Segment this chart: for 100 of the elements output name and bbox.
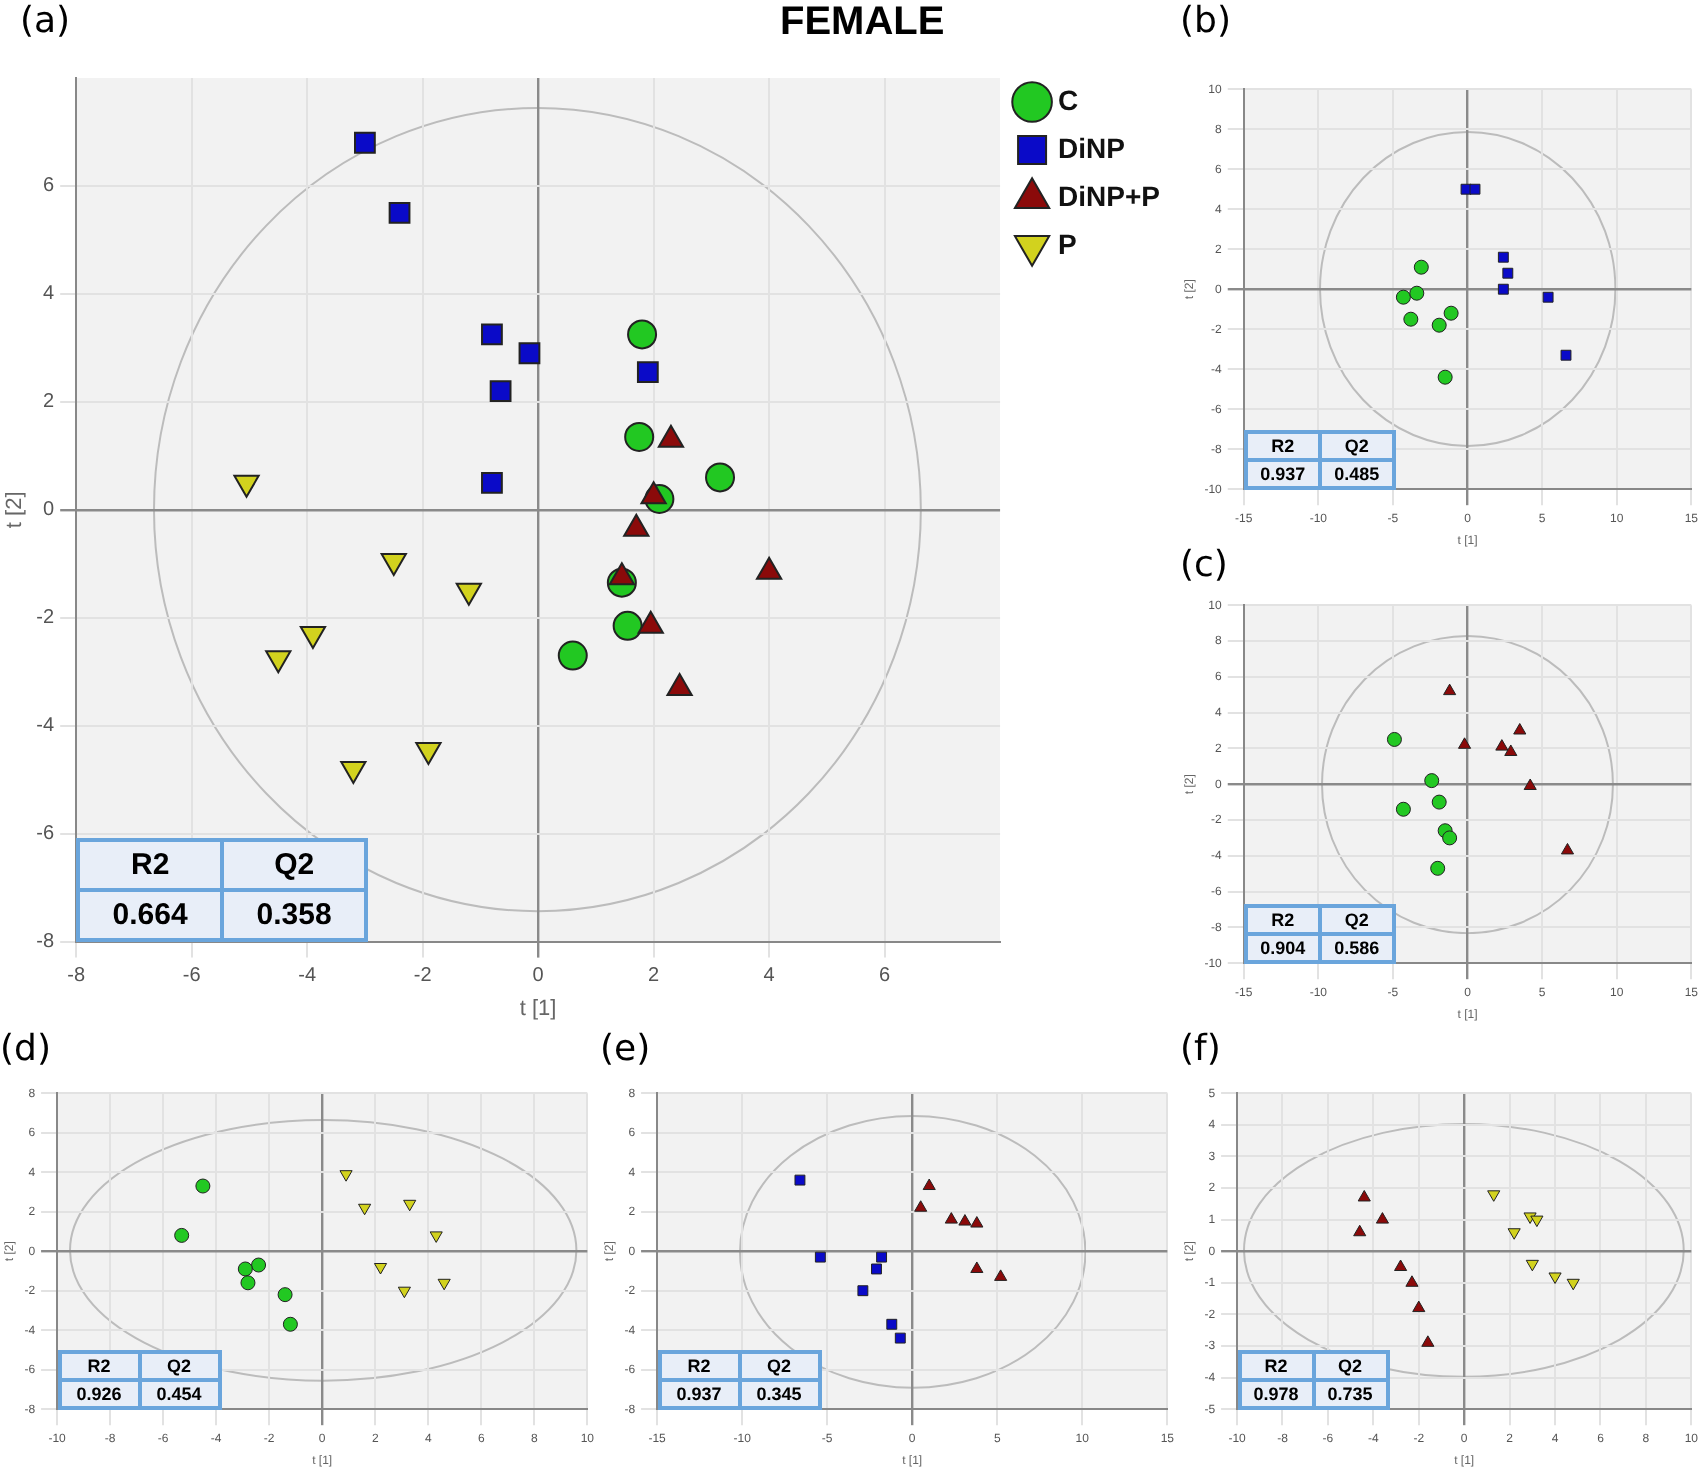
point bbox=[1548, 1272, 1562, 1284]
point bbox=[871, 1263, 882, 1275]
annotation: R2 bbox=[1239, 1351, 1314, 1380]
annotation: 0.358 bbox=[222, 889, 367, 940]
point bbox=[240, 1275, 256, 1291]
annotation: 0.454 bbox=[139, 1379, 220, 1408]
x-tick-label: -6 bbox=[182, 965, 202, 988]
chart-title: (c) bbox=[1180, 544, 1228, 586]
annotation: Q2 bbox=[222, 839, 367, 890]
point bbox=[354, 131, 376, 154]
point bbox=[1504, 744, 1518, 756]
annotation: 0.664 bbox=[78, 889, 223, 940]
chart-title: (b) bbox=[1180, 0, 1231, 42]
annotation: Q2 bbox=[1313, 1351, 1388, 1380]
point bbox=[1412, 1300, 1426, 1313]
point bbox=[857, 1285, 869, 1297]
x-tick-label: 2 bbox=[648, 965, 661, 988]
point bbox=[358, 1203, 372, 1216]
annotation: 0.937 bbox=[1245, 459, 1320, 488]
point bbox=[958, 1214, 972, 1226]
point bbox=[1431, 794, 1447, 810]
point bbox=[624, 421, 655, 452]
point bbox=[282, 1316, 298, 1332]
point bbox=[380, 553, 407, 577]
point bbox=[922, 1178, 936, 1191]
y-tick-label: -2 bbox=[36, 607, 56, 630]
annotation: 0.485 bbox=[1319, 459, 1394, 488]
point bbox=[481, 471, 503, 494]
point bbox=[1395, 289, 1411, 305]
point bbox=[914, 1200, 928, 1212]
point bbox=[970, 1216, 984, 1228]
chart-subtitle: FEMALE bbox=[780, 0, 945, 46]
point bbox=[1405, 1275, 1419, 1287]
point bbox=[429, 1231, 443, 1243]
point bbox=[1437, 369, 1453, 385]
point bbox=[299, 625, 327, 649]
point bbox=[489, 380, 512, 402]
annotation: Q2 bbox=[139, 1351, 220, 1380]
point bbox=[518, 342, 541, 365]
point bbox=[481, 323, 503, 346]
point bbox=[636, 361, 659, 384]
annotation: 0.904 bbox=[1245, 933, 1320, 962]
annotation: R2 bbox=[78, 839, 223, 890]
annotation: R2 bbox=[1245, 431, 1320, 460]
point bbox=[403, 1199, 417, 1212]
x-tick-label: -8 bbox=[67, 965, 86, 988]
point bbox=[794, 1174, 806, 1186]
point bbox=[1497, 283, 1509, 295]
point bbox=[1353, 1224, 1367, 1237]
point bbox=[814, 1251, 826, 1263]
point bbox=[1443, 683, 1457, 696]
point bbox=[1431, 317, 1447, 333]
point bbox=[277, 1287, 293, 1303]
x-tick-label: 4 bbox=[763, 965, 776, 988]
point bbox=[1497, 251, 1509, 263]
point bbox=[1457, 737, 1472, 749]
point bbox=[1421, 1335, 1435, 1347]
point bbox=[195, 1178, 211, 1194]
y-tick-label: 4 bbox=[43, 283, 56, 306]
point bbox=[1487, 1190, 1501, 1202]
point bbox=[437, 1278, 451, 1291]
point bbox=[944, 1212, 958, 1224]
y-tick-label: -6 bbox=[36, 823, 56, 846]
point bbox=[1507, 1228, 1521, 1240]
y-tick-label: 6 bbox=[43, 175, 56, 198]
legend-label: P bbox=[1058, 227, 1077, 260]
point bbox=[174, 1227, 190, 1243]
point bbox=[373, 1263, 388, 1275]
point bbox=[415, 741, 442, 765]
x-tick-label: 6 bbox=[879, 965, 892, 988]
point bbox=[237, 1261, 253, 1277]
x-tick-label: 0 bbox=[532, 965, 545, 988]
point bbox=[1424, 773, 1440, 789]
legend-label: DiNP+P bbox=[1058, 179, 1161, 212]
point bbox=[1442, 830, 1458, 846]
point bbox=[970, 1261, 984, 1273]
point bbox=[705, 462, 736, 493]
point bbox=[1430, 860, 1446, 876]
x-axis-title: t [1] bbox=[519, 996, 557, 1021]
annotation: Q2 bbox=[1319, 905, 1394, 934]
y-tick-label: -4 bbox=[36, 715, 56, 738]
annotation: 0.926 bbox=[59, 1379, 140, 1408]
point bbox=[455, 582, 482, 606]
x-tick-label: -2 bbox=[413, 965, 433, 988]
point bbox=[994, 1269, 1008, 1281]
point bbox=[612, 610, 643, 641]
point bbox=[1413, 259, 1429, 275]
point bbox=[397, 1286, 411, 1299]
point bbox=[1560, 349, 1572, 361]
point bbox=[1523, 778, 1537, 790]
point bbox=[388, 202, 411, 224]
point bbox=[1386, 731, 1402, 747]
annotation: 0.937 bbox=[659, 1379, 740, 1408]
point bbox=[1525, 1259, 1539, 1272]
point bbox=[1409, 285, 1425, 301]
point bbox=[1530, 1215, 1544, 1228]
legend-label: C bbox=[1058, 83, 1079, 116]
annotation: R2 bbox=[1245, 905, 1320, 934]
y-tick-label: -8 bbox=[36, 931, 56, 954]
chart-title: (d) bbox=[0, 1028, 51, 1070]
